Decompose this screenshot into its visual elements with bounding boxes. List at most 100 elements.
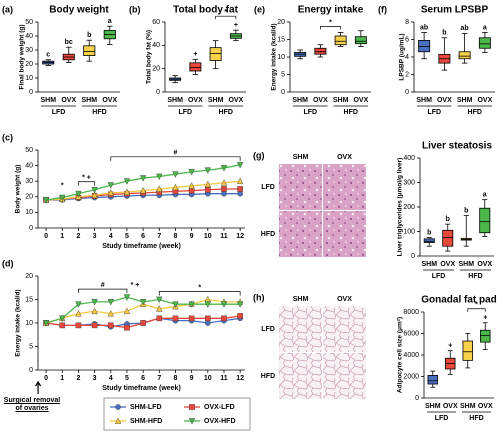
column-label: OVX (337, 154, 352, 161)
row-label: LFD (261, 326, 275, 333)
significance-bracket (110, 156, 241, 161)
significance-label: b (442, 30, 446, 37)
x-tick-label: 12 (236, 233, 244, 240)
marker (123, 307, 131, 315)
significance-bracket (320, 26, 341, 30)
marker (156, 305, 163, 312)
y-axis-label: LPSBP (ug/mL) (399, 33, 406, 80)
marker (75, 322, 82, 329)
marker (172, 315, 179, 322)
panel-label: (e) (254, 4, 265, 14)
panel-label: (b) (129, 4, 141, 14)
x-tick-label: SHM (333, 97, 349, 104)
y-tick-label: 10 (277, 54, 285, 61)
micrograph (323, 211, 366, 257)
group-label: HFD (468, 273, 482, 280)
legend-label: OVX-LFD (204, 404, 235, 411)
significance-label: # (101, 282, 105, 289)
box (418, 39, 431, 53)
y-axis-label: Body weight (g) (15, 165, 22, 214)
x-tick-label: OVX (313, 97, 328, 104)
x-tick-label: 1 (60, 375, 64, 382)
group-label: LFD (427, 109, 441, 116)
chart-title: Body weight (49, 5, 109, 16)
x-tick-label: 6 (141, 233, 145, 240)
x-tick-label: OVX (477, 97, 492, 104)
legend-box (103, 397, 251, 431)
chart-title: Liver steatosis (422, 141, 492, 152)
significance-label: * (329, 19, 332, 26)
marker (204, 301, 211, 308)
significance-bracket (78, 181, 95, 186)
micrograph (279, 211, 322, 257)
marker (188, 169, 195, 176)
significance-label: b (464, 207, 468, 214)
significance-label: + (234, 22, 238, 29)
x-tick-label: SHM (208, 97, 224, 104)
marker (188, 301, 195, 308)
marker (220, 179, 228, 186)
significance-bracket (215, 15, 237, 20)
marker (59, 315, 66, 322)
y-tick-label: 8 (405, 19, 409, 26)
marker (91, 322, 98, 329)
y-tick-label: 40 (25, 162, 33, 169)
y-tick-label: 20 (25, 273, 33, 280)
x-tick-label: SHM (292, 97, 308, 104)
micrograph (323, 306, 366, 352)
marker (236, 177, 244, 185)
arrow (35, 380, 42, 394)
micrograph (323, 164, 366, 210)
chart-title: Gonadal fat pad (421, 295, 497, 306)
marker (236, 162, 244, 169)
y-axis-label: Adipocyte cell size (μm²) (397, 317, 404, 393)
marker (172, 301, 179, 308)
marker (188, 418, 196, 425)
x-tick-label: 2 (76, 233, 80, 240)
marker (188, 182, 195, 189)
y-tick-label: 10 (25, 75, 33, 82)
panel-label: (c) (2, 132, 13, 142)
x-tick-label: 3 (93, 375, 97, 382)
micrograph (279, 306, 322, 352)
micrograph (323, 353, 366, 399)
micrograph (279, 353, 322, 399)
x-tick-label: 8 (174, 233, 178, 240)
significance-label: b (427, 229, 431, 236)
x-tick-label: 9 (190, 375, 194, 382)
micrograph (279, 164, 322, 210)
marker (59, 194, 66, 202)
marker (156, 185, 163, 192)
y-axis-label: Energy intake (kcal/d) (271, 23, 278, 90)
y-tick-label: 60 (152, 19, 160, 26)
significance-bracket (467, 308, 486, 312)
x-tick-label: OVX (477, 261, 492, 268)
y-tick-label: 20 (277, 19, 285, 26)
group-label: HFD (219, 109, 233, 116)
box (354, 36, 367, 45)
marker (237, 190, 243, 197)
marker (91, 191, 98, 199)
y-tick-label: 0 (29, 225, 33, 232)
x-tick-label: SHM (425, 403, 441, 410)
x-tick-label: 10 (204, 233, 212, 240)
x-tick-label: 11 (220, 375, 228, 382)
group-label: HFD (344, 109, 358, 116)
box (427, 375, 438, 385)
x-tick-label: SHM (457, 97, 473, 104)
significance-label: + (193, 51, 197, 58)
x-tick-label: 8 (174, 375, 178, 382)
x-tick-label: SHM (40, 97, 56, 104)
x-tick-label: OVX (443, 403, 458, 410)
marker (204, 167, 211, 174)
y-tick-label: 20 (25, 194, 33, 201)
significance-bracket (78, 288, 128, 294)
significance-label: a (483, 191, 487, 198)
significance-label: * (61, 182, 64, 189)
box (334, 35, 347, 46)
marker (156, 173, 163, 181)
x-tick-label: 5 (125, 375, 129, 382)
marker (42, 197, 50, 204)
row-label: HFD (261, 373, 275, 380)
y-tick-label: 0 (411, 253, 415, 260)
